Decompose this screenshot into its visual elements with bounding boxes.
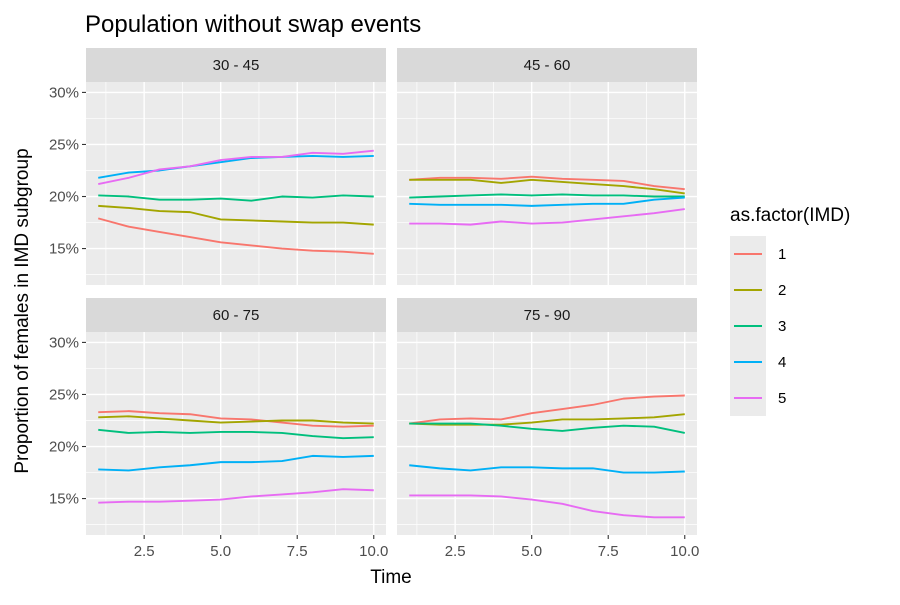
panels-layer: 30 - 45 15% 20% 25% 30% 45 - 60 60 - 75 15% 20% 2… xyxy=(49,48,699,560)
x-axis-title: Time xyxy=(370,567,412,588)
series-line-5 xyxy=(409,494,685,519)
series-line-1 xyxy=(409,175,685,191)
y-tick-label: 25% xyxy=(49,136,79,153)
facet-strip-label: 45 - 60 xyxy=(524,57,571,74)
legend-label: 4 xyxy=(778,354,786,371)
facet-strip-label: 75 - 90 xyxy=(524,307,571,324)
series-line-4 xyxy=(409,196,685,207)
series-line-2 xyxy=(98,204,374,226)
legend-label: 3 xyxy=(778,318,786,335)
x-tick-label: 2.5 xyxy=(445,543,466,560)
facet-strip xyxy=(86,48,386,82)
series-line-2 xyxy=(409,413,685,426)
series-line-3 xyxy=(98,428,374,440)
series-line-5 xyxy=(409,208,685,226)
panel-background xyxy=(397,82,697,285)
y-tick-label: 15% xyxy=(49,241,79,258)
y-axis-title: Proportion of females in IMD subgroup xyxy=(12,148,33,473)
series-line-2 xyxy=(409,178,685,195)
series-line-5 xyxy=(98,149,374,185)
legend-item: 5 xyxy=(730,380,786,416)
legend-label: 1 xyxy=(778,246,786,263)
x-tick-label: 7.5 xyxy=(287,543,308,560)
series-line-1 xyxy=(409,394,685,425)
legend-item: 3 xyxy=(730,308,786,344)
series-line-5 xyxy=(98,488,374,504)
facet-panel: 30 - 45 15% 20% 25% 30% xyxy=(49,48,386,285)
facet-strip xyxy=(397,298,697,332)
y-tick-label: 30% xyxy=(49,84,79,101)
y-tick-label: 30% xyxy=(49,334,79,351)
x-tick-label: 10.0 xyxy=(670,543,699,560)
series-line-2 xyxy=(98,415,374,425)
x-tick-label: 5.0 xyxy=(521,543,542,560)
facet-strip xyxy=(397,48,697,82)
legend-label: 2 xyxy=(778,282,786,299)
facet-panel: 75 - 90 2.5 5.0 7.5 10.0 xyxy=(397,298,699,560)
legend-item: 2 xyxy=(730,272,786,308)
series-line-3 xyxy=(409,422,685,434)
facet-strip-label: 30 - 45 xyxy=(213,57,260,74)
legend-label: 5 xyxy=(778,390,786,407)
facet-panel: 60 - 75 15% 20% 25% 30% 2.5 5.0 7.5 10.0 xyxy=(49,298,388,560)
legend-title: as.factor(IMD) xyxy=(730,205,850,226)
series-line-4 xyxy=(409,464,685,474)
series-line-3 xyxy=(98,194,374,202)
chart-title: Population without swap events xyxy=(85,11,421,38)
facet-strip xyxy=(86,298,386,332)
x-tick-label: 5.0 xyxy=(210,543,231,560)
facet-panel: 45 - 60 xyxy=(397,48,697,285)
legend: as.factor(IMD) 1 2 3 4 5 xyxy=(730,205,850,416)
series-line-4 xyxy=(98,154,374,179)
y-tick-label: 20% xyxy=(49,189,79,206)
x-tick-label: 7.5 xyxy=(598,543,619,560)
series-line-1 xyxy=(97,217,374,255)
facet-strip-label: 60 - 75 xyxy=(213,307,260,324)
x-tick-label: 10.0 xyxy=(359,543,388,560)
series-line-4 xyxy=(98,454,374,472)
legend-item: 1 xyxy=(730,236,786,272)
series-line-3 xyxy=(409,193,685,199)
legend-item: 4 xyxy=(730,344,786,380)
x-tick-label: 2.5 xyxy=(134,543,155,560)
y-tick-label: 20% xyxy=(49,439,79,456)
panel-background xyxy=(397,332,697,535)
y-tick-label: 25% xyxy=(49,386,79,403)
panel-background xyxy=(86,82,386,285)
y-tick-label: 15% xyxy=(49,491,79,508)
series-line-1 xyxy=(98,410,374,428)
